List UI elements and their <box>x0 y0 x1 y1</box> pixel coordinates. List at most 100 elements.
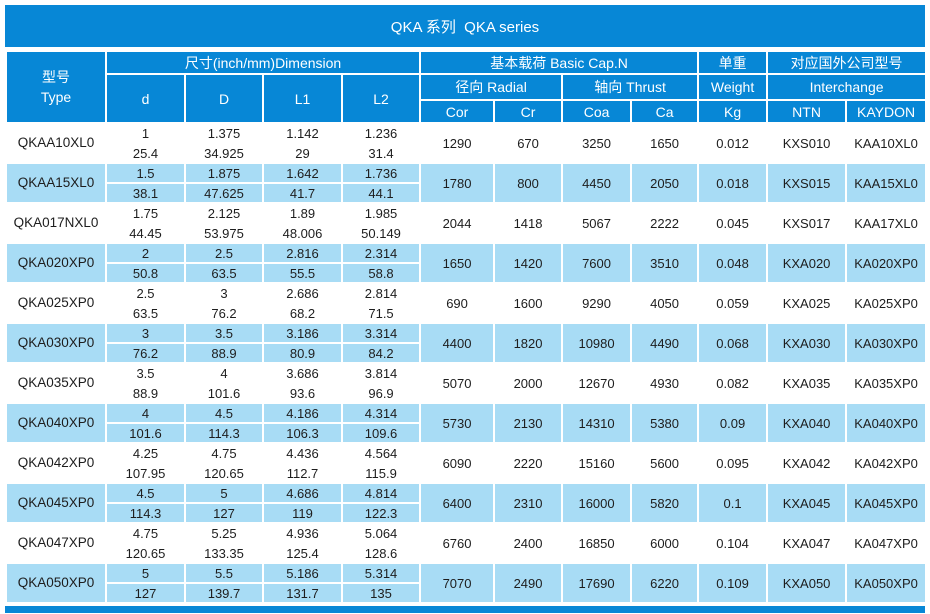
kaydon-cell: KAA10XL0 <box>845 122 928 164</box>
dim-L2-inch-cell: 2.814 <box>340 282 422 304</box>
col-header-d: d <box>105 73 186 124</box>
cor-cell: 1650 <box>419 242 496 284</box>
coa-cell: 10980 <box>561 322 633 364</box>
spec-table: 型号 Type 尺寸(inch/mm)Dimension 基本载荷 Basic … <box>5 50 928 604</box>
dim-D-mm-cell: 63.5 <box>184 262 264 284</box>
table-row: QKA040XP0 4 4.5 4.186 4.314 5730 2130 14310 5380… <box>5 402 928 444</box>
table-row-mm: 120.65 133.35 125.4 128.6 <box>6 542 926 564</box>
col-header-weight-en: Weight <box>697 73 769 101</box>
ca-cell: 1650 <box>630 122 700 164</box>
dim-L1-inch-cell: 3.186 <box>262 322 343 344</box>
col-header-type: 型号 Type <box>5 50 107 124</box>
weight-cell: 0.104 <box>697 522 769 564</box>
dim-L2-mm-cell: 115.9 <box>340 462 422 484</box>
dim-D-inch-cell: 3.5 <box>184 322 264 344</box>
cor-cell: 5730 <box>419 402 496 444</box>
table-row-mm: 101.6 114.3 106.3 109.6 <box>6 422 926 444</box>
col-header-L1: L1 <box>262 73 343 124</box>
kaydon-cell: KA040XP0 <box>845 402 928 444</box>
dim-d-inch-cell: 1.5 <box>105 162 186 184</box>
table-title: QKA 系列 QKA series <box>390 18 540 36</box>
type-cell: QKA030XP0 <box>5 322 107 364</box>
header-row-1: 型号 Type 尺寸(inch/mm)Dimension 基本载荷 Basic … <box>5 50 928 124</box>
dim-d-inch-cell: 4.25 <box>105 442 186 464</box>
dim-D-mm-cell: 127 <box>184 502 264 524</box>
kaydon-cell: KAA15XL0 <box>845 162 928 204</box>
dim-D-mm-cell: 34.925 <box>184 142 264 164</box>
dim-d-mm-cell: 88.9 <box>105 382 186 404</box>
table-row: QKA035XP0 3.5 4 3.686 3.814 5070 2000 12670 4930… <box>5 362 928 404</box>
dim-d-mm-cell: 101.6 <box>105 422 186 444</box>
kaydon-cell: KA035XP0 <box>845 362 928 404</box>
ntn-cell: KXS015 <box>766 162 848 204</box>
ntn-cell: KXA030 <box>766 322 848 364</box>
table-row: QKAA15XL0 1.5 1.875 1.642 1.736 1780 800 4450 20… <box>5 162 928 204</box>
dim-L2-mm-cell: 128.6 <box>340 542 422 564</box>
dim-L1-inch-cell: 4.686 <box>262 482 343 504</box>
ca-cell: 4490 <box>630 322 700 364</box>
dim-L2-mm-cell: 71.5 <box>340 302 422 324</box>
table-title-bar: QKA 系列 QKA series <box>5 5 925 47</box>
dim-d-inch-cell: 4 <box>105 402 186 424</box>
weight-cell: 0.109 <box>697 562 769 604</box>
col-header-ntn: NTN <box>766 99 848 124</box>
dim-L2-mm-cell: 58.8 <box>340 262 422 284</box>
table-row-mm: 107.95 120.65 112.7 115.9 <box>6 462 926 484</box>
col-header-cr: Cr <box>493 99 564 124</box>
type-cell: QKA035XP0 <box>5 362 107 404</box>
coa-cell: 12670 <box>561 362 633 404</box>
dim-d-mm-cell: 127 <box>105 582 186 604</box>
dim-d-inch-cell: 4.75 <box>105 522 186 544</box>
kaydon-cell: KA047XP0 <box>845 522 928 564</box>
coa-cell: 4450 <box>561 162 633 204</box>
table-row-mm: 88.9 101.6 93.6 96.9 <box>6 382 926 404</box>
cor-cell: 6760 <box>419 522 496 564</box>
weight-cell: 0.048 <box>697 242 769 284</box>
dim-d-mm-cell: 120.65 <box>105 542 186 564</box>
type-cell: QKA050XP0 <box>5 562 107 604</box>
col-group-interchange-en: Interchange <box>766 73 928 101</box>
dim-L1-inch-cell: 1.89 <box>262 202 343 224</box>
dim-D-inch-cell: 4.75 <box>184 442 264 464</box>
table-row-mm: 76.2 88.9 80.9 84.2 <box>6 342 926 364</box>
dim-L2-inch-cell: 1.736 <box>340 162 422 184</box>
dim-L1-mm-cell: 55.5 <box>262 262 343 284</box>
cr-cell: 1820 <box>493 322 564 364</box>
coa-cell: 7600 <box>561 242 633 284</box>
dim-d-mm-cell: 44.45 <box>105 222 186 244</box>
dim-D-inch-cell: 1.875 <box>184 162 264 184</box>
dim-L2-mm-cell: 84.2 <box>340 342 422 364</box>
cor-cell: 6400 <box>419 482 496 524</box>
table-row: QKA042XP0 4.25 4.75 4.436 4.564 6090 2220 15160… <box>5 442 928 484</box>
ca-cell: 2222 <box>630 202 700 244</box>
ca-cell: 5820 <box>630 482 700 524</box>
dim-D-inch-cell: 4.5 <box>184 402 264 424</box>
dim-d-inch-cell: 3 <box>105 322 186 344</box>
dim-D-inch-cell: 2.5 <box>184 242 264 264</box>
col-group-radial: 径向 Radial <box>419 73 564 101</box>
col-header-kaydon: KAYDON <box>845 99 928 124</box>
table-row: QKA017NXL0 1.75 2.125 1.89 1.985 2044 1418 5067… <box>5 202 928 244</box>
weight-cell: 0.095 <box>697 442 769 484</box>
dim-L1-inch-cell: 4.936 <box>262 522 343 544</box>
dim-L1-inch-cell: 5.186 <box>262 562 343 584</box>
dim-L1-mm-cell: 131.7 <box>262 582 343 604</box>
type-cell: QKAA15XL0 <box>5 162 107 204</box>
kaydon-cell: KA042XP0 <box>845 442 928 484</box>
cor-cell: 6090 <box>419 442 496 484</box>
ntn-cell: KXA035 <box>766 362 848 404</box>
dim-L1-inch-cell: 4.186 <box>262 402 343 424</box>
dim-L1-inch-cell: 1.642 <box>262 162 343 184</box>
ca-cell: 6000 <box>630 522 700 564</box>
dim-d-mm-cell: 38.1 <box>105 182 186 204</box>
weight-cell: 0.09 <box>697 402 769 444</box>
ntn-cell: KXA047 <box>766 522 848 564</box>
table-bottom-border <box>5 606 925 613</box>
dim-L1-mm-cell: 29 <box>262 142 343 164</box>
dim-D-inch-cell: 2.125 <box>184 202 264 224</box>
coa-cell: 3250 <box>561 122 633 164</box>
ca-cell: 4930 <box>630 362 700 404</box>
catalog-table-panel: QKA 系列 QKA series 型号 Type 尺寸(inch/mm)Dim… <box>5 5 928 613</box>
kaydon-cell: KA025XP0 <box>845 282 928 324</box>
dim-D-inch-cell: 5.25 <box>184 522 264 544</box>
